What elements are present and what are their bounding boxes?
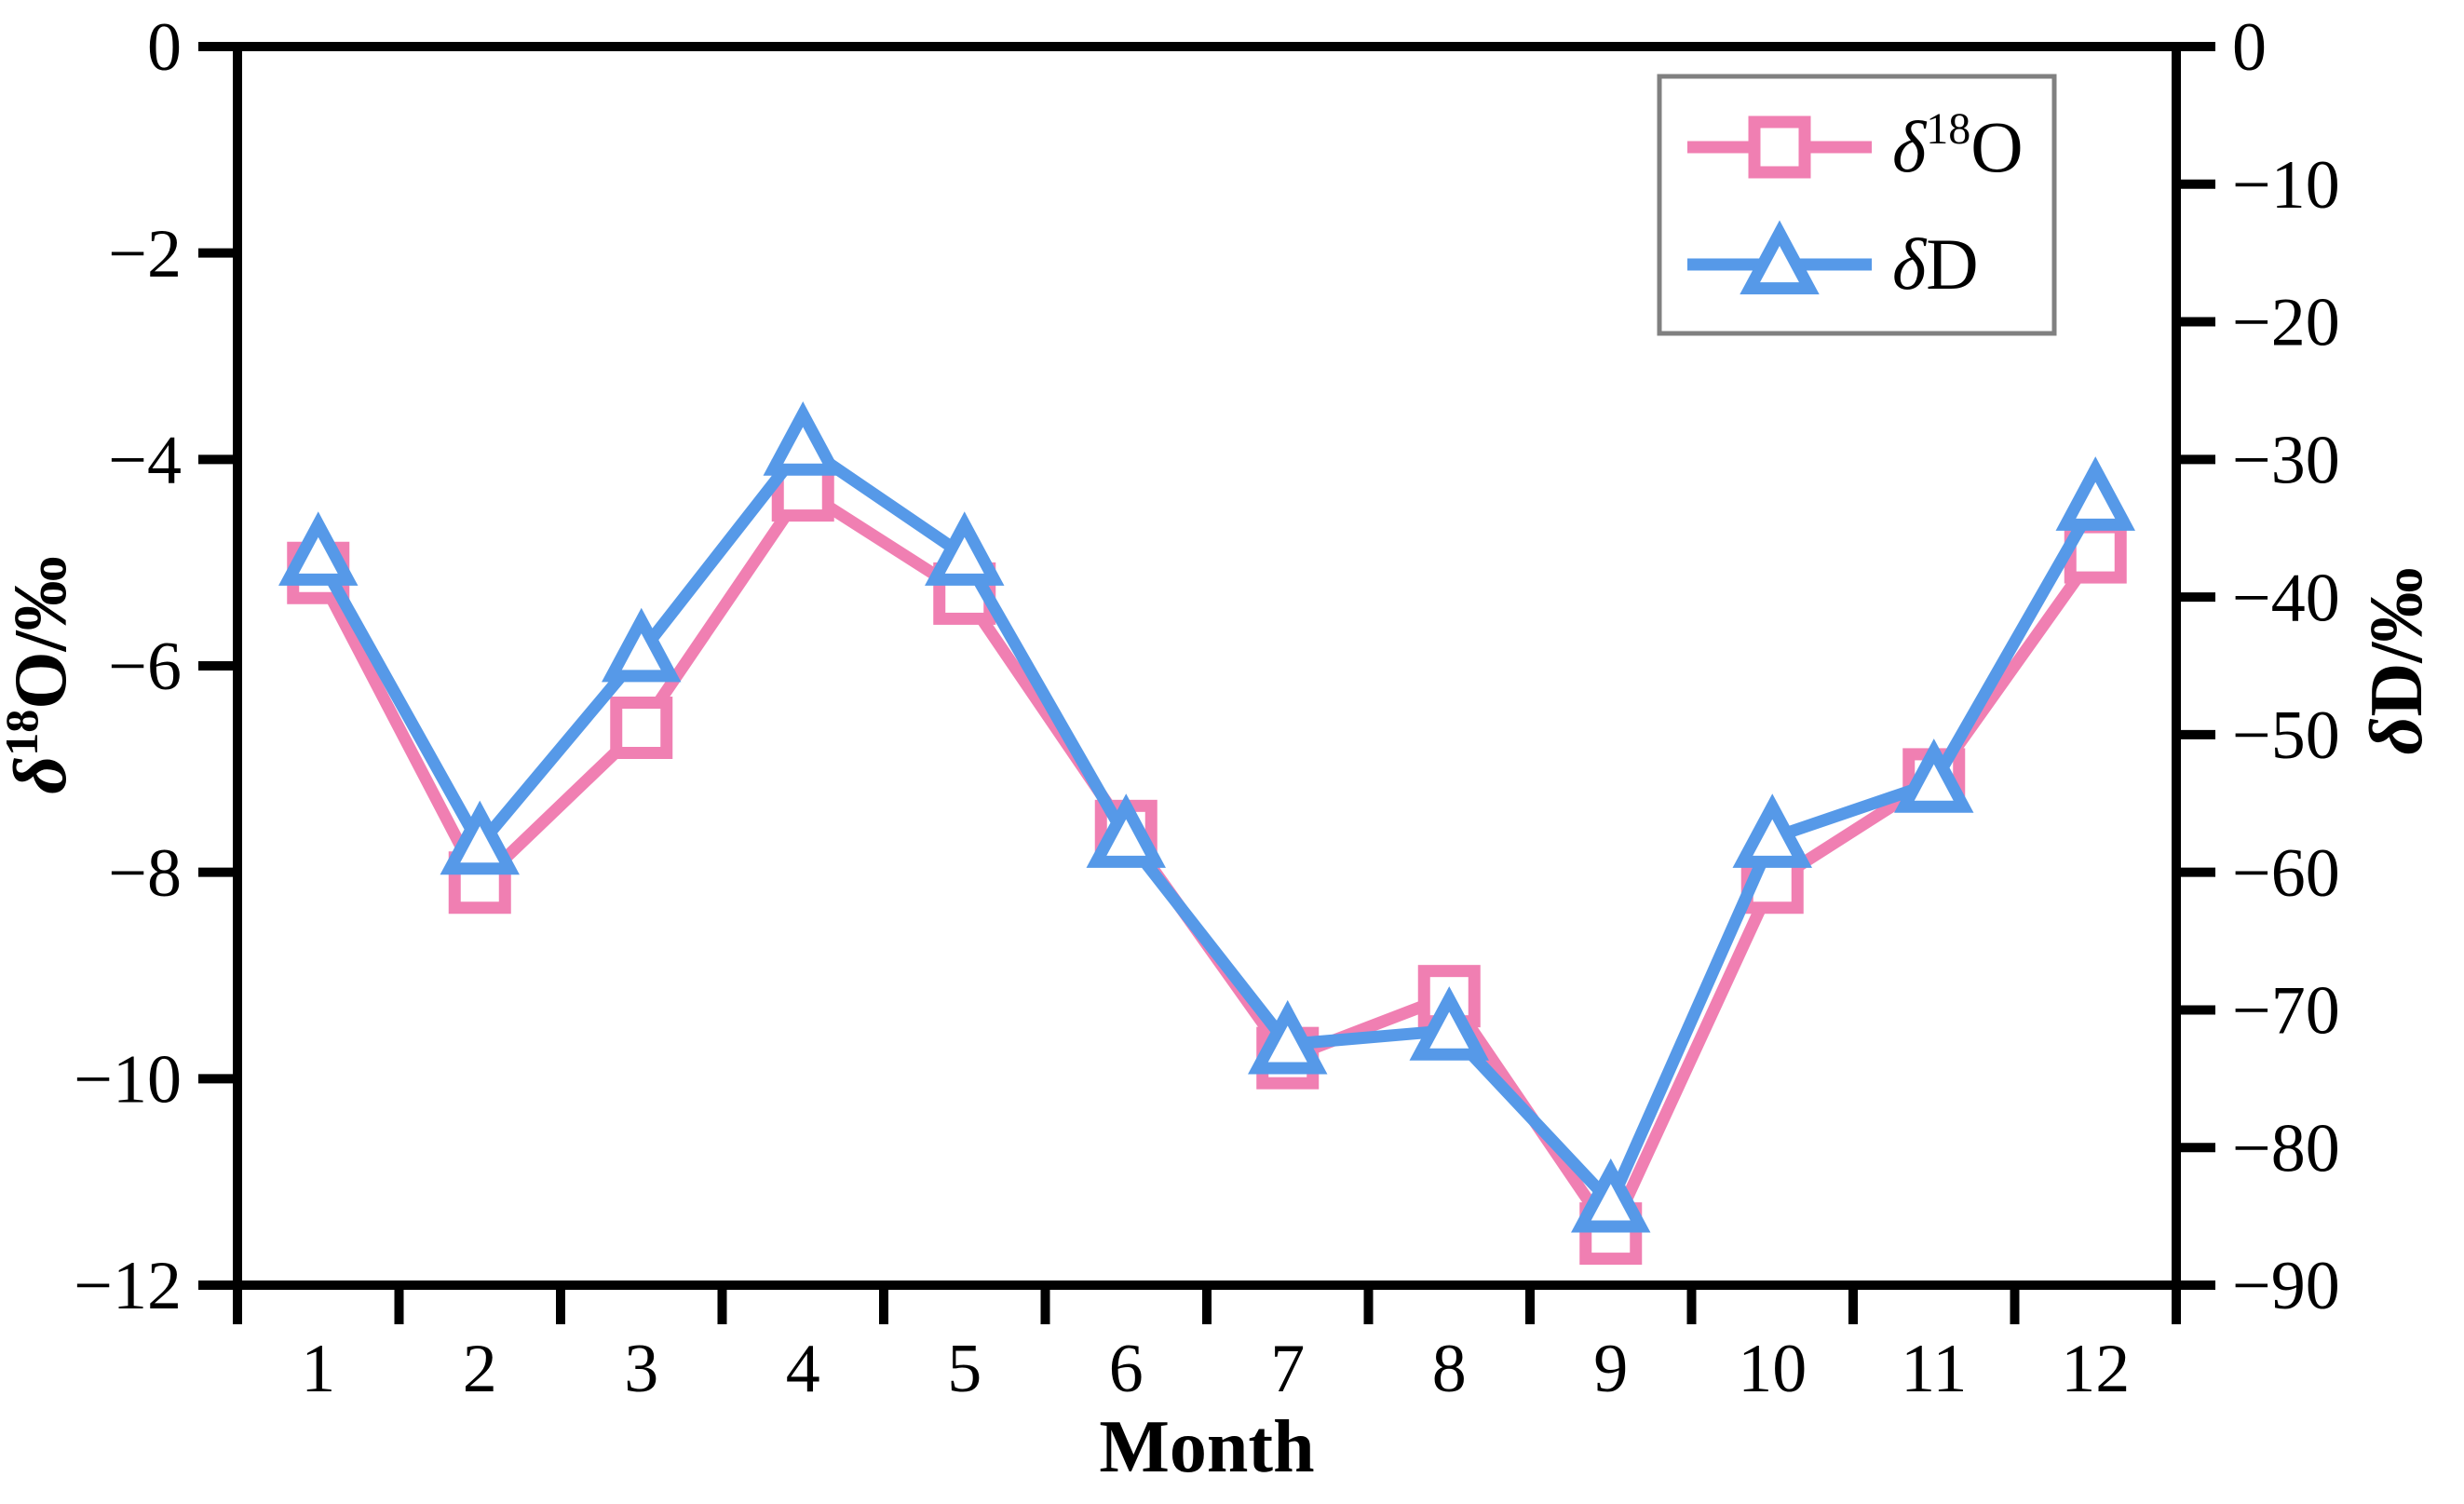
x-tick-label: 10 xyxy=(1738,1331,1807,1407)
y-right-tick-label: −60 xyxy=(2232,835,2340,912)
x-tick-label: 9 xyxy=(1593,1331,1628,1407)
y-left-tick-label: −6 xyxy=(108,629,182,705)
y-right-tick-label: −20 xyxy=(2232,285,2340,361)
marker-delta-D xyxy=(602,607,682,683)
y-left-tick-label: −12 xyxy=(74,1248,182,1324)
marker-delta-D xyxy=(278,511,359,586)
y-left-tick-label: −4 xyxy=(108,422,182,498)
y-right-axis-title: δD/‰ xyxy=(2356,568,2438,755)
y-right-axis-title-part: δ xyxy=(2356,717,2438,755)
y-right-axis-title-part: D/‰ xyxy=(2356,568,2438,717)
marker-delta-D xyxy=(1732,793,1812,868)
x-tick-label: 4 xyxy=(786,1331,820,1407)
y-left-tick-label: −2 xyxy=(108,216,182,292)
marker-delta-D xyxy=(1086,793,1166,868)
marker-delta-D xyxy=(2055,456,2135,531)
y-left-axis-title-part: δ xyxy=(0,756,82,794)
y-right-tick-label: −50 xyxy=(2232,698,2340,774)
y-right-tick-label: −80 xyxy=(2232,1110,2340,1186)
x-axis-title: Month xyxy=(1099,1406,1314,1488)
legend-marker-delta-18-O xyxy=(1748,115,1811,179)
y-left-tick-label: −10 xyxy=(74,1041,182,1118)
x-tick-label: 2 xyxy=(463,1331,497,1407)
marker-delta-D xyxy=(925,511,1005,586)
x-tick-label: 7 xyxy=(1270,1331,1305,1407)
x-tick-label: 1 xyxy=(301,1331,335,1407)
y-left-axis-title-part: O/‰ xyxy=(0,556,82,709)
x-tick-label: 8 xyxy=(1432,1331,1467,1407)
y-right-tick-label: −90 xyxy=(2232,1248,2340,1324)
y-right-tick-label: −10 xyxy=(2232,147,2340,224)
legend-label-delta-D-part: δ xyxy=(1892,224,1928,305)
y-right-tick-label: −30 xyxy=(2232,422,2340,498)
marker-delta-D xyxy=(1894,738,1974,813)
marker-delta-D xyxy=(1409,986,1489,1061)
marker-delta-D xyxy=(763,401,843,476)
y-left-tick-label: −8 xyxy=(108,835,182,912)
legend-label-delta-18-O-part: δ xyxy=(1892,106,1928,187)
marker-delta-D xyxy=(1571,1158,1651,1233)
legend-marker-delta-D xyxy=(1740,220,1820,295)
y-right-tick-label: −40 xyxy=(2232,560,2340,636)
x-tick-label: 11 xyxy=(1901,1331,1967,1407)
legend-label-delta-D-part: D xyxy=(1926,224,1978,305)
x-tick-label: 6 xyxy=(1109,1331,1144,1407)
legend-label-delta-D: δD xyxy=(1892,224,1979,305)
y-right-tick-label: −70 xyxy=(2232,973,2340,1050)
marker-delta-D xyxy=(440,800,520,875)
y-left-axis-title-part: 18 xyxy=(0,710,47,756)
legend-box xyxy=(1657,74,2057,336)
legend-label-delta-18-O-part: 18 xyxy=(1926,104,1970,154)
x-tick-label: 12 xyxy=(2061,1331,2130,1407)
x-tick-label: 5 xyxy=(947,1331,982,1407)
legend-label-delta-18-O: δ18O xyxy=(1892,104,2024,187)
x-tick-label: 3 xyxy=(624,1331,658,1407)
marker-delta-18-O xyxy=(610,697,673,759)
series-line-delta-D xyxy=(313,437,2101,1213)
y-left-tick-label: 0 xyxy=(147,9,182,86)
y-right-tick-label: 0 xyxy=(2232,9,2267,86)
marker-delta-D xyxy=(1248,999,1328,1075)
y-left-axis-title: δ18O/‰ xyxy=(0,556,82,793)
legend-label-delta-18-O-part: O xyxy=(1970,106,2023,187)
